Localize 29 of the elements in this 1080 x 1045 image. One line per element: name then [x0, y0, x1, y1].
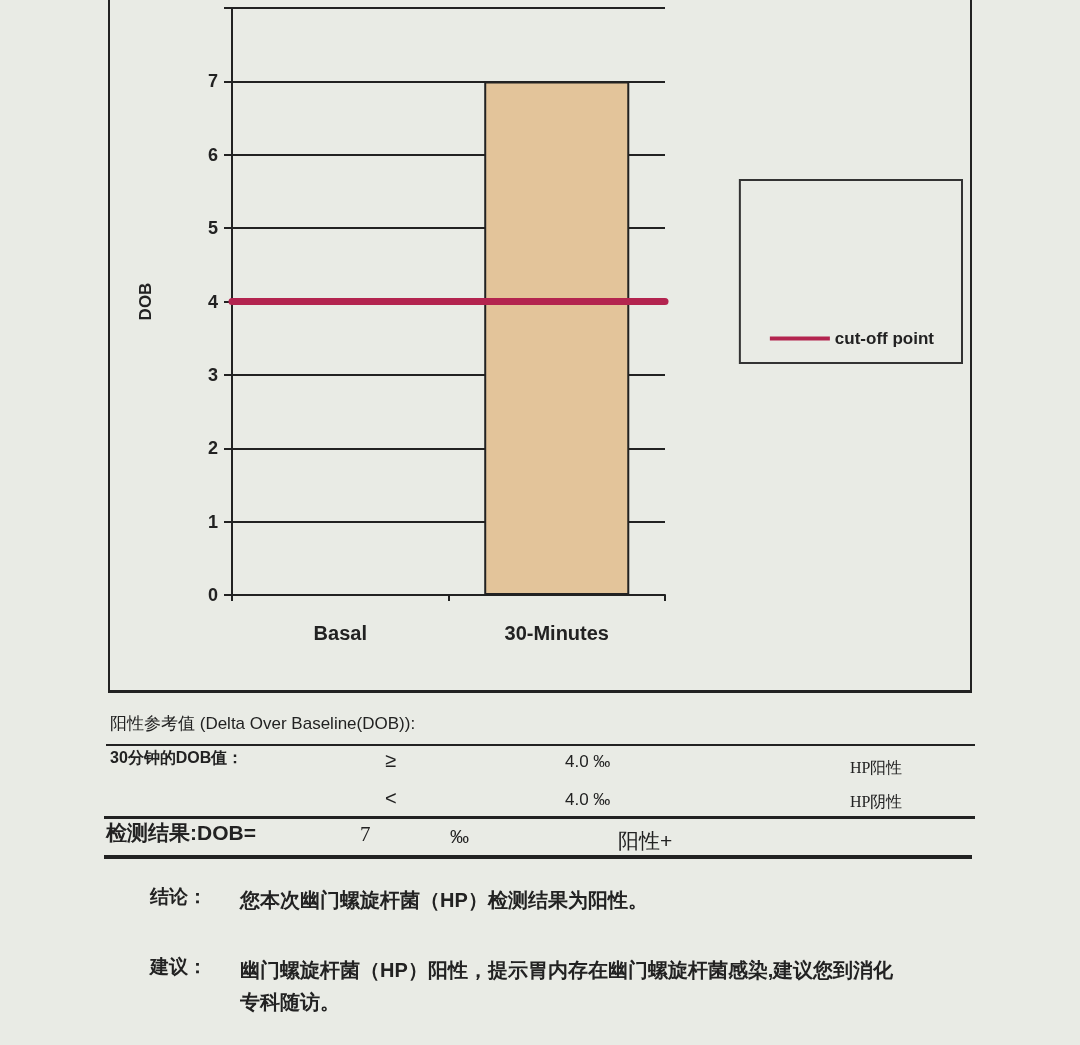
- y-axis-title: DOB: [136, 282, 155, 321]
- y-tick-label: 7: [207, 71, 218, 92]
- text: 阳性+: [618, 828, 673, 854]
- x-tick-label: 30-Minutes: [504, 622, 609, 644]
- text: 结论：: [150, 886, 207, 909]
- text: 您本次幽门螺旋杆菌（HP）检测结果为阳性。: [240, 888, 648, 912]
- text: 4.0 ‰: [565, 790, 611, 811]
- legend-label: cut-off point: [834, 329, 935, 348]
- y-tick-label: 5: [207, 218, 218, 239]
- text: 4.0 ‰: [565, 752, 611, 773]
- x-tick-label: Basal: [313, 622, 367, 644]
- y-tick-label: 1: [207, 511, 218, 532]
- text: HP阳性: [850, 758, 903, 778]
- y-tick-label: 0: [207, 585, 218, 605]
- text: 阳性参考值 (Delta Over Baseline(DOB)):: [110, 714, 416, 735]
- text: ‰: [450, 826, 469, 849]
- text: 7: [360, 822, 371, 848]
- y-tick-label: 2: [207, 438, 218, 459]
- text: 检测结果:DOB=: [106, 820, 256, 846]
- text: <: [385, 786, 397, 810]
- text: 专科随访。: [240, 990, 340, 1014]
- y-tick-label: 6: [207, 144, 218, 165]
- text: 30分钟的DOB值：: [110, 748, 244, 768]
- text: 建议：: [150, 956, 207, 979]
- text: 幽门螺旋杆菌（HP）阳性，提示胃内存在幽门螺旋杆菌感染,建议您到消化: [240, 958, 894, 982]
- text: ≥: [385, 748, 396, 772]
- y-tick-label: 4: [207, 291, 218, 312]
- y-tick-label: 3: [207, 364, 218, 385]
- text: HP阴性: [850, 792, 903, 812]
